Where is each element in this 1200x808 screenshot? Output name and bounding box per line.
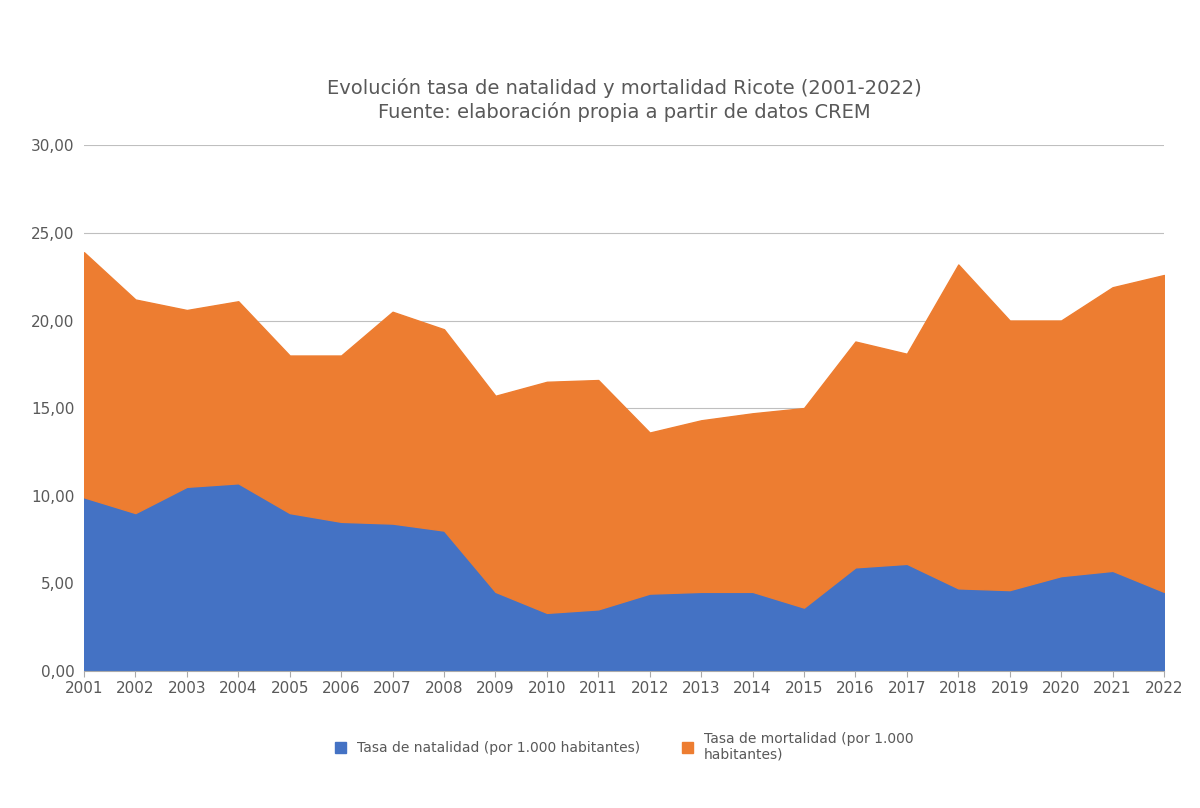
Title: Evolución tasa de natalidad y mortalidad Ricote (2001-2022)
Fuente: elaboración : Evolución tasa de natalidad y mortalidad… — [326, 78, 922, 122]
Legend: Tasa de natalidad (por 1.000 habitantes), Tasa de mortalidad (por 1.000
habitant: Tasa de natalidad (por 1.000 habitantes)… — [328, 725, 920, 768]
